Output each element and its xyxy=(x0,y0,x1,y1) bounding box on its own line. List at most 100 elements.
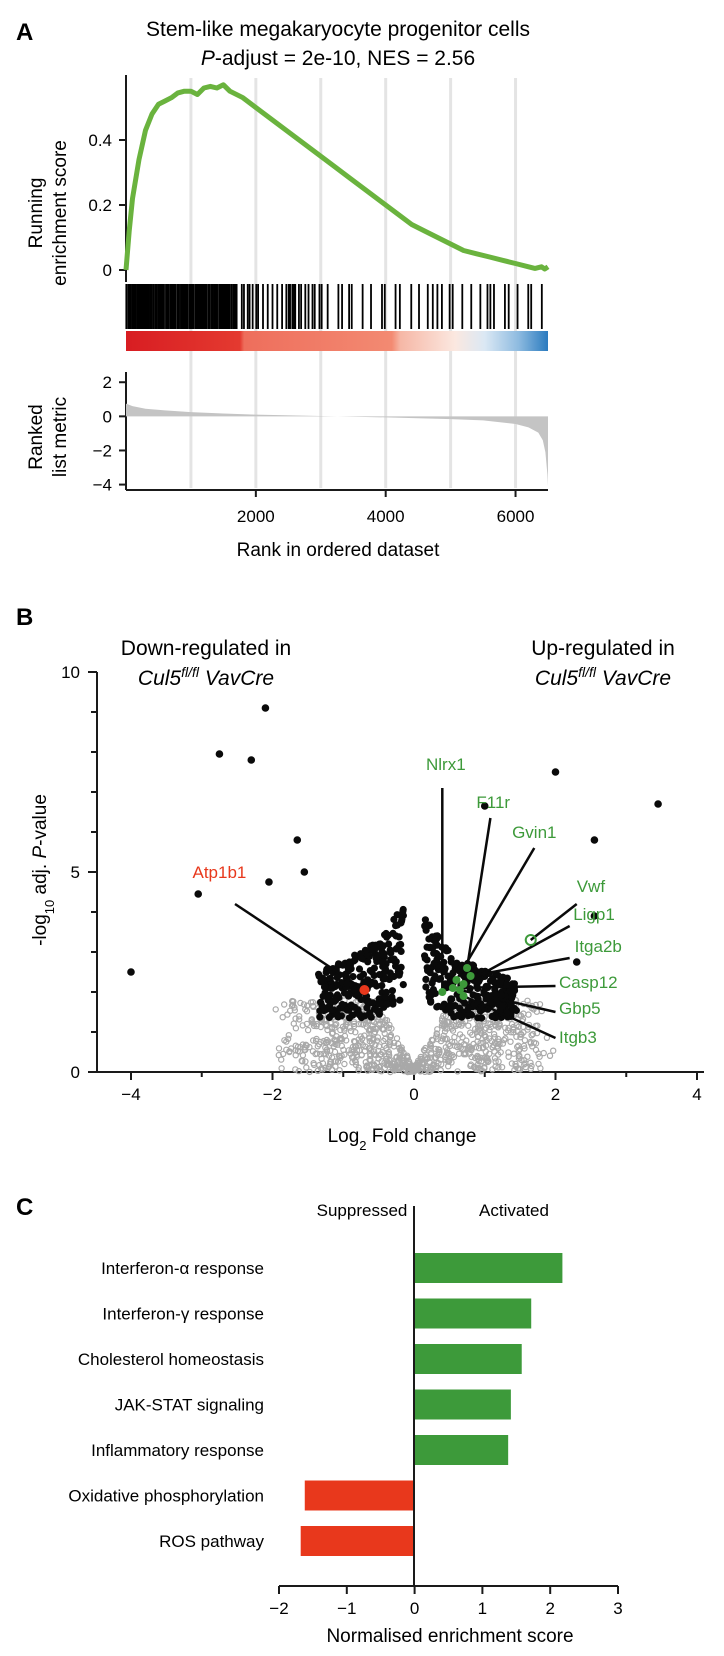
outlier-point xyxy=(551,768,560,776)
metric-ylabel-line1: Ranked xyxy=(26,404,47,470)
nonsig-point xyxy=(350,1018,358,1026)
gene-label: Nlrx1 xyxy=(426,755,466,774)
metric-y-ticks: 2 0 −2 −4 xyxy=(93,373,126,495)
volcano-y-tick-label: 10 xyxy=(61,663,80,682)
sig-point xyxy=(384,931,392,939)
nonsig-point xyxy=(481,1065,488,1072)
nes-tick-label: 2 xyxy=(545,1599,554,1618)
nonsig-point xyxy=(480,1039,487,1046)
metric-tick-label: 2 xyxy=(103,373,112,392)
nonsig-point xyxy=(339,1023,347,1031)
outlier-point xyxy=(265,878,273,886)
suppressed-label: Suppressed xyxy=(317,1201,408,1220)
sig-point xyxy=(361,1012,369,1020)
sig-point xyxy=(388,993,396,1001)
nonsig-point xyxy=(436,1048,443,1056)
nonsig-point xyxy=(467,1061,475,1068)
volcano-ylabel-end: -value xyxy=(30,794,51,846)
sig-point xyxy=(438,1003,446,1011)
nonsig-point xyxy=(474,1033,482,1040)
sig-point xyxy=(455,1011,463,1019)
nonsig-point xyxy=(303,1064,310,1071)
nonsig-point xyxy=(432,1045,439,1053)
nonsig-point xyxy=(469,1031,476,1039)
sig-point xyxy=(464,1005,472,1014)
gene-label: Ligp1 xyxy=(573,905,615,924)
sig-point xyxy=(497,991,505,1000)
rank-color-strip xyxy=(126,331,548,351)
nonsig-point xyxy=(317,1038,324,1046)
outlier-point xyxy=(261,704,270,712)
sig-point xyxy=(423,964,431,972)
sig-point xyxy=(428,979,436,987)
nonsig-point xyxy=(355,1042,362,1050)
gene-label: Gbp5 xyxy=(559,999,601,1018)
nes-bar xyxy=(414,1344,522,1374)
nes-bar xyxy=(414,1298,532,1329)
panel-b: B Down-regulated in Cul5fl/fl VavCre Up-… xyxy=(16,604,704,1153)
sig-point xyxy=(447,955,455,963)
nonsig-point xyxy=(491,1033,498,1041)
nonsig-point xyxy=(375,1043,383,1050)
activated-label: Activated xyxy=(479,1201,549,1220)
sig-point xyxy=(333,974,341,982)
nonsig-point xyxy=(462,1017,469,1025)
nonsig-point xyxy=(515,1042,522,1049)
nonsig-point xyxy=(358,1035,366,1042)
nonsig-point xyxy=(427,1040,434,1048)
nonsig-point xyxy=(408,1063,416,1071)
gene-point xyxy=(359,985,370,995)
nonsig-point xyxy=(431,1054,438,1061)
volcano-cloud xyxy=(272,905,557,1076)
nonsig-point xyxy=(505,1053,512,1060)
sig-point xyxy=(461,999,469,1007)
es-curve xyxy=(123,82,550,272)
up-genotype: Cul5 xyxy=(535,667,579,690)
volcano-xlabel-prefix: Log xyxy=(328,1126,360,1147)
sig-point xyxy=(382,993,390,1001)
down-label-line1: Down-regulated in xyxy=(121,637,291,660)
nonsig-point xyxy=(393,1035,401,1042)
nonsig-point xyxy=(292,1047,299,1054)
nonsig-point xyxy=(332,1040,339,1048)
volcano-xlabel-sub: 2 xyxy=(359,1138,366,1153)
nonsig-point xyxy=(521,1037,529,1044)
panel-c: C Suppressed Activated −2 −1 0 1 2 3 Interfer… xyxy=(16,1194,623,1647)
nonsig-point xyxy=(379,1048,386,1056)
sig-point xyxy=(475,976,483,984)
gene-leader-line xyxy=(455,847,536,981)
nonsig-point xyxy=(528,1062,535,1070)
nonsig-point xyxy=(498,1063,506,1071)
volcano-ylabel-p: P xyxy=(30,846,51,859)
nonsig-point xyxy=(536,1053,543,1060)
nonsig-point xyxy=(458,1022,465,1029)
nes-category-label: JAK-STAT signaling xyxy=(115,1396,264,1415)
sig-point xyxy=(369,999,377,1007)
sig-point xyxy=(367,1013,375,1021)
gene-point xyxy=(438,988,447,996)
sig-point xyxy=(377,1000,385,1008)
outlier-point xyxy=(194,890,203,898)
nonsig-point xyxy=(474,1061,481,1069)
up-genotype-sup: fl/fl xyxy=(578,664,597,680)
nonsig-point xyxy=(494,1051,502,1058)
rank-tick-label: 2000 xyxy=(237,507,275,526)
nonsig-point xyxy=(332,1063,339,1070)
nonsig-point xyxy=(502,1024,509,1032)
metric-tick-label: −2 xyxy=(93,441,112,460)
gene-point xyxy=(452,976,461,984)
nes-tick-label: −2 xyxy=(269,1599,288,1618)
sig-point xyxy=(320,1004,328,1012)
nonsig-point xyxy=(366,1045,373,1052)
nonsig-point xyxy=(491,1054,499,1062)
panel-c-letter: C xyxy=(16,1194,33,1221)
sig-point xyxy=(319,974,327,983)
rank-tick-label: 6000 xyxy=(497,507,535,526)
nonsig-point xyxy=(313,1050,321,1057)
down-genotype: Cul5 xyxy=(138,667,182,690)
nonsig-point xyxy=(275,1051,282,1059)
nonsig-point xyxy=(396,1054,404,1061)
nonsig-point xyxy=(528,1032,535,1039)
nonsig-point xyxy=(310,1022,318,1030)
nonsig-point xyxy=(404,1054,411,1062)
